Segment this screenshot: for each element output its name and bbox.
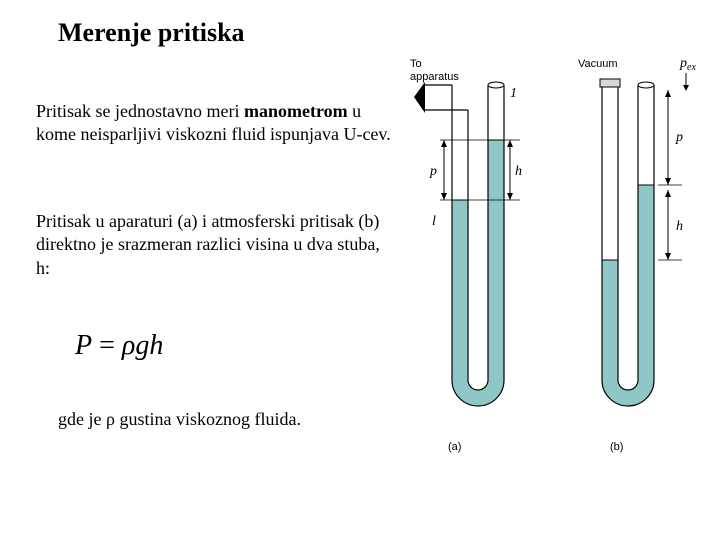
label-b: (b) — [610, 441, 623, 453]
formula-P: P — [75, 330, 92, 361]
p3-post: gustina viskoznog fluida. — [115, 409, 301, 429]
p3-pre: gde je — [58, 409, 106, 429]
label-p-a: p — [429, 164, 437, 179]
page-title: Merenje pritiska — [58, 18, 245, 48]
label-pex: pex — [679, 56, 696, 73]
label-a: (a) — [448, 441, 461, 453]
p1-bold: manometrom — [244, 101, 348, 121]
label-p-b: p — [675, 130, 683, 145]
label-apparatus: apparatus — [410, 71, 459, 83]
p1-pre: Pritisak se jednostavno meri — [36, 101, 244, 121]
formula-eq: = — [92, 330, 122, 361]
formula-gh: gh — [135, 330, 163, 361]
manometer-diagram: To apparatus p h l 1 (a) — [410, 55, 710, 465]
paragraph-1: Pritisak se jednostavno meri manometrom … — [36, 100, 396, 147]
label-h-b: h — [676, 219, 683, 234]
formula-rho: ρ — [122, 330, 135, 361]
utube-b — [600, 79, 682, 406]
label-h-a: h — [515, 164, 522, 179]
formula: P = ρgh — [75, 330, 163, 362]
label-1-a: 1 — [510, 86, 517, 101]
p3-rho: ρ — [106, 409, 115, 429]
paragraph-2: Pritisak u aparaturi (a) i atmosferski p… — [36, 210, 396, 280]
paragraph-3: gde je ρ gustina viskoznog fluida. — [58, 408, 398, 431]
label-l-a: l — [432, 214, 436, 229]
utube-a — [414, 82, 520, 406]
label-to: To — [410, 58, 422, 70]
label-vacuum: Vacuum — [578, 58, 618, 70]
